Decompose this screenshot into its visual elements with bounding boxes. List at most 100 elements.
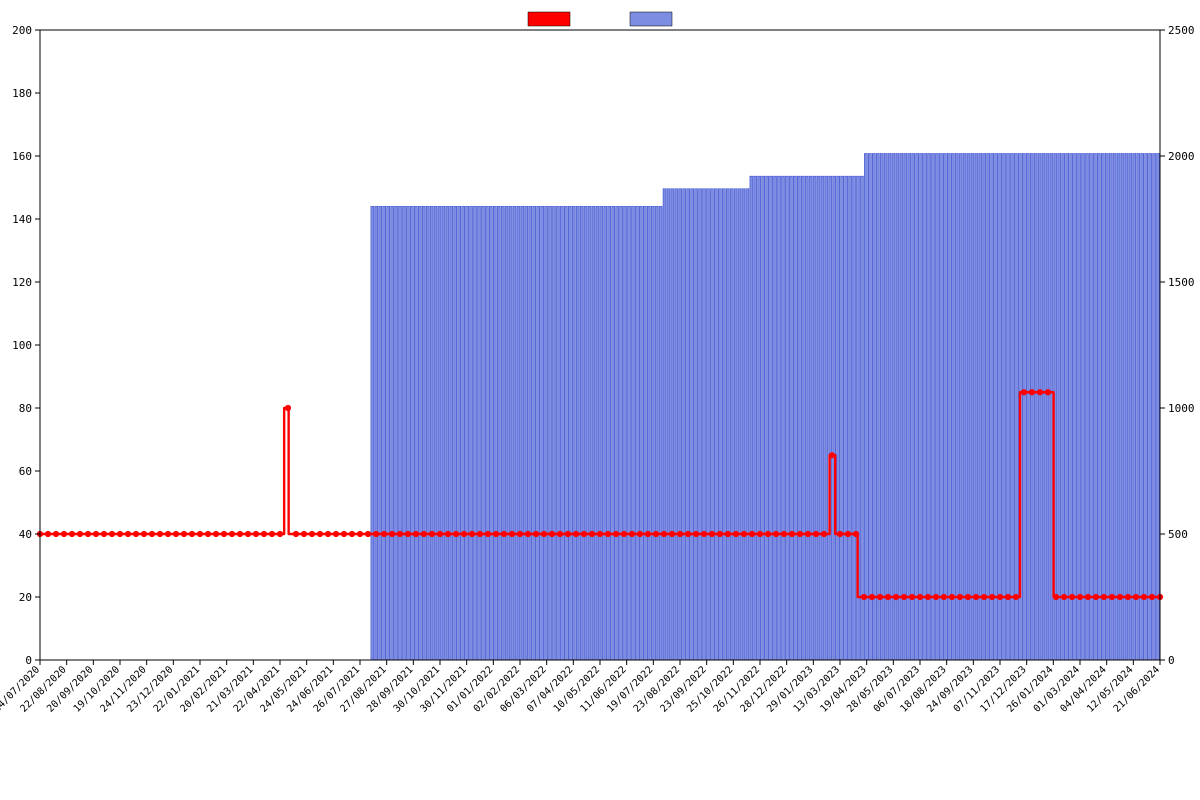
bar xyxy=(513,206,516,660)
bar xyxy=(438,206,441,660)
bar xyxy=(884,153,887,660)
legend xyxy=(528,12,672,26)
line-marker xyxy=(389,531,394,536)
bar xyxy=(778,176,781,660)
bar xyxy=(1093,153,1096,660)
bar xyxy=(821,176,824,660)
line-marker xyxy=(117,531,122,536)
line-marker xyxy=(829,453,834,458)
bar xyxy=(600,206,603,660)
bar xyxy=(718,189,721,660)
line-marker xyxy=(1021,390,1026,395)
bar xyxy=(1007,153,1010,660)
bar xyxy=(868,153,871,660)
line-marker xyxy=(941,594,946,599)
line-marker xyxy=(789,531,794,536)
bar xyxy=(928,153,931,660)
bar xyxy=(596,206,599,660)
line-marker xyxy=(93,531,98,536)
line-marker xyxy=(797,531,802,536)
line-marker xyxy=(85,531,90,536)
bar xyxy=(829,176,832,660)
line-marker xyxy=(101,531,106,536)
bar xyxy=(402,206,405,660)
bar xyxy=(967,153,970,660)
bar xyxy=(758,176,761,660)
bar xyxy=(935,153,938,660)
x-axis: 24/07/202022/08/202020/09/202019/10/2020… xyxy=(0,660,1162,715)
line-marker xyxy=(901,594,906,599)
line-marker xyxy=(1053,594,1058,599)
bar xyxy=(1062,153,1065,660)
bar xyxy=(1133,153,1136,660)
line-marker xyxy=(1069,594,1074,599)
line-marker xyxy=(429,531,434,536)
bar xyxy=(762,176,765,660)
line-marker xyxy=(501,531,506,536)
bar xyxy=(801,176,804,660)
bar xyxy=(809,176,812,660)
bar xyxy=(872,153,875,660)
bar xyxy=(817,176,820,660)
y-left-tick-label: 20 xyxy=(19,591,32,604)
bar xyxy=(462,206,465,660)
chart-container: 0204060801001201401601802000500100015002… xyxy=(0,0,1200,800)
bar xyxy=(635,206,638,660)
bar xyxy=(750,176,753,660)
bar xyxy=(576,206,579,660)
line-marker xyxy=(725,531,730,536)
bar xyxy=(371,206,374,660)
bar xyxy=(1010,153,1013,660)
line-marker xyxy=(685,531,690,536)
bar xyxy=(813,176,816,660)
line-marker xyxy=(949,594,954,599)
line-marker xyxy=(645,531,650,536)
line-marker xyxy=(1085,594,1090,599)
bar xyxy=(477,206,480,660)
y-left-tick-label: 180 xyxy=(12,87,32,100)
line-marker xyxy=(477,531,482,536)
y-left-tick-label: 100 xyxy=(12,339,32,352)
bar xyxy=(766,176,769,660)
line-marker xyxy=(765,531,770,536)
line-marker xyxy=(445,531,450,536)
line-marker xyxy=(229,531,234,536)
line-marker xyxy=(701,531,706,536)
bar xyxy=(509,206,512,660)
line-marker xyxy=(1061,594,1066,599)
bar xyxy=(1097,153,1100,660)
bar xyxy=(1038,153,1041,660)
bar xyxy=(1003,153,1006,660)
line-marker xyxy=(293,531,298,536)
y-left-tick-label: 200 xyxy=(12,24,32,37)
bar xyxy=(734,189,737,660)
line-marker xyxy=(133,531,138,536)
line-marker xyxy=(893,594,898,599)
bar xyxy=(900,153,903,660)
line-marker xyxy=(213,531,218,536)
bar xyxy=(517,206,520,660)
line-marker xyxy=(1133,594,1138,599)
line-marker xyxy=(453,531,458,536)
line-marker xyxy=(1125,594,1130,599)
line-marker xyxy=(837,531,842,536)
line-marker xyxy=(637,531,642,536)
line-marker xyxy=(245,531,250,536)
bar xyxy=(706,189,709,660)
bar xyxy=(955,153,958,660)
bar xyxy=(651,206,654,660)
line-marker xyxy=(205,531,210,536)
bar xyxy=(1145,153,1148,660)
bar xyxy=(730,189,733,660)
bar xyxy=(1137,153,1140,660)
bar xyxy=(414,206,417,660)
bar xyxy=(643,206,646,660)
legend-swatch-red xyxy=(528,12,570,26)
bar xyxy=(849,176,852,660)
bar xyxy=(383,206,386,660)
bar xyxy=(470,206,473,660)
line-marker xyxy=(693,531,698,536)
bar xyxy=(1070,153,1073,660)
bar xyxy=(631,206,634,660)
bar xyxy=(1066,153,1069,660)
